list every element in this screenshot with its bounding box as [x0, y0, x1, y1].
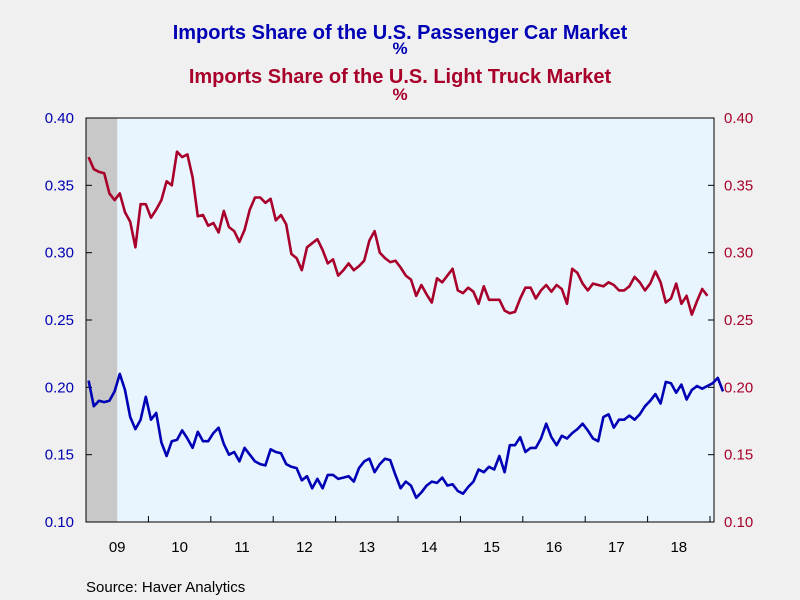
x-tick-label: 14 — [421, 539, 438, 556]
x-tick-label: 10 — [171, 539, 188, 556]
y-tick-label-left: 0.40 — [45, 110, 74, 127]
y-tick-label-left: 0.20 — [45, 379, 74, 396]
y-tick-label-right: 0.25 — [724, 312, 753, 329]
y-tick-label-left: 0.30 — [45, 245, 74, 262]
x-tick-label: 15 — [483, 539, 500, 556]
x-tick-label: 09 — [109, 539, 126, 556]
y-tick-label-left: 0.10 — [45, 514, 74, 531]
y-tick-label-right: 0.40 — [724, 110, 753, 127]
plot-area — [86, 118, 714, 522]
source-note: Source: Haver Analytics — [86, 579, 246, 596]
y-tick-label-left: 0.35 — [45, 177, 74, 194]
x-tick-label: 11 — [234, 539, 250, 556]
series-line-light-truck — [87, 150, 709, 316]
chart-unit-car: % — [392, 39, 408, 58]
y-tick-label-right: 0.15 — [724, 447, 753, 464]
y-tick-label-left: 0.25 — [45, 312, 74, 329]
y-tick-label-right: 0.10 — [724, 514, 753, 531]
x-tick-label: 12 — [296, 539, 313, 556]
x-tick-label: 13 — [358, 539, 375, 556]
y-tick-label-right: 0.30 — [724, 245, 753, 262]
chart-title-car: Imports Share of the U.S. Passenger Car … — [172, 22, 628, 44]
x-tick-label: 18 — [670, 539, 687, 556]
chart-title-truck: Imports Share of the U.S. Light Truck Ma… — [188, 66, 612, 88]
y-tick-label-left: 0.15 — [45, 447, 74, 464]
chart-unit-truck: % — [392, 85, 408, 104]
x-tick-label: 17 — [608, 539, 625, 556]
series-line-passenger-car — [87, 372, 725, 500]
y-tick-label-right: 0.35 — [724, 177, 753, 194]
y-tick-label-right: 0.20 — [724, 379, 753, 396]
x-tick-label: 16 — [546, 539, 563, 556]
